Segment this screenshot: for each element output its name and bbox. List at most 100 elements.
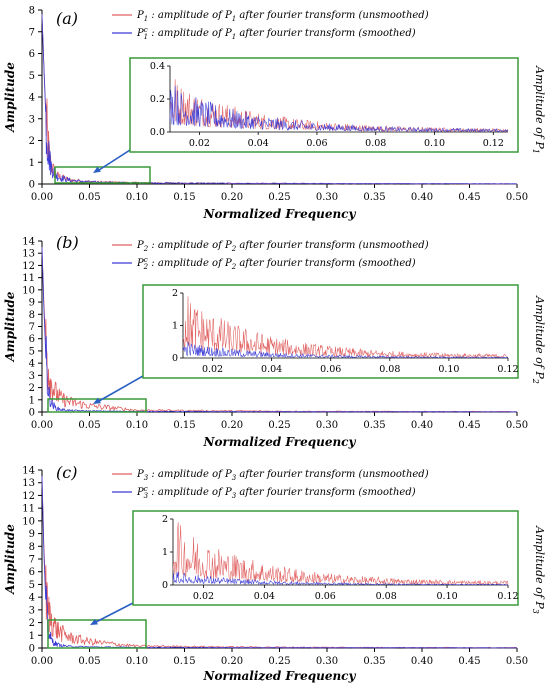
inset-x-tick-label: 0.10	[438, 364, 459, 375]
panel-a: 0.00 0.05 0.10 0.15 0.20 0.25 0.30 0.35 0.40 0.45…	[3, 6, 546, 222]
zoom-arrow	[98, 375, 144, 402]
y-tick-label: 4	[29, 593, 35, 604]
y-tick-label: 10	[22, 285, 35, 296]
inset-y-tick-label: 0	[162, 580, 168, 591]
legend-entry: Pc 3 : amplitude of P3 after fourier tran…	[136, 485, 416, 500]
series-line-smoothed	[41, 14, 518, 185]
y-axis-label: Amplitude	[3, 62, 17, 133]
inset-y-tick-label: 0	[172, 353, 178, 364]
side-label: Amplitude of P3	[531, 525, 546, 614]
legend-entry: P2 : amplitude of P2 after fourier trans…	[136, 240, 429, 253]
y-tick-label: 8	[29, 6, 35, 17]
x-axis-label: Normalized Frequency	[203, 207, 357, 221]
y-tick-label: 11	[22, 504, 35, 515]
y-tick-label: 5	[29, 580, 35, 591]
y-tick-label: 6	[29, 567, 35, 578]
y-tick-label: 0	[29, 408, 35, 419]
y-tick-label: 7	[29, 27, 35, 38]
legend-entry: Pc 1 : amplitude of P1 after fourier tran…	[136, 26, 416, 41]
inset-y-tick-label: 1	[172, 321, 178, 332]
x-tick-label: 0.00	[31, 656, 53, 667]
panel-letter: (c)	[56, 463, 77, 482]
y-tick-label: 6	[29, 334, 35, 345]
y-tick-label: 13	[22, 249, 35, 260]
x-tick-label: 0.35	[363, 192, 385, 203]
inset-x-tick-label: 0.12	[497, 364, 518, 375]
x-tick-label: 0.10	[126, 656, 148, 667]
inset-y-tick-label: 1	[162, 547, 168, 558]
x-tick-label: 0.30	[316, 420, 338, 431]
inset-x-tick-label: 0.08	[379, 364, 400, 375]
x-tick-label: 0.45	[458, 420, 480, 431]
y-tick-label: 3	[29, 114, 35, 125]
y-tick-label: 10	[22, 516, 35, 527]
inset-x-tick-label: 0.12	[497, 591, 518, 602]
x-tick-label: 0.25	[268, 192, 290, 203]
inset-x-tick-label: 0.06	[306, 138, 327, 149]
inset-x-tick-label: 0.12	[483, 138, 504, 149]
y-tick-label: 2	[29, 136, 35, 147]
series-group	[41, 247, 518, 413]
panel-c: 0.00 0.05 0.10 0.15 0.20 0.25 0.30 0.35 0.40 0.45…	[3, 463, 546, 683]
x-tick-label: 0.20	[221, 192, 243, 203]
side-label: Amplitude of P2	[531, 295, 546, 384]
x-tick-label: 0.00	[31, 420, 53, 431]
inset-x-tick-label: 0.08	[365, 138, 386, 149]
y-tick-label: 1	[29, 158, 35, 169]
series-line-smoothed	[41, 476, 518, 649]
inset-line-unsmoothed	[172, 522, 509, 586]
inset-x-tick-label: 0.06	[320, 364, 341, 375]
x-tick-label: 0.20	[221, 656, 243, 667]
series-group	[41, 476, 518, 649]
x-tick-label: 0.35	[363, 420, 385, 431]
y-tick-label: 1	[29, 395, 35, 406]
inset-y-tick-label: 2	[172, 288, 178, 299]
legend: P2 : amplitude of P2 after fourier trans…	[112, 240, 429, 271]
x-tick-label: 0.50	[506, 420, 528, 431]
x-tick-label: 0.15	[173, 192, 195, 203]
x-tick-label: 0.35	[363, 656, 385, 667]
zoom-arrowhead	[90, 618, 98, 625]
inset-x-tick-label: 0.10	[424, 138, 445, 149]
inset-x-tick-label: 0.10	[437, 591, 458, 602]
y-tick-label: 12	[22, 261, 35, 272]
y-tick-label: 14	[22, 237, 35, 248]
y-tick-label: 3	[29, 605, 35, 616]
y-tick-label: 5	[29, 346, 35, 357]
inset-x-tick-label: 0.02	[189, 138, 210, 149]
y-tick-label: 0	[29, 180, 35, 191]
x-tick-label: 0.50	[506, 192, 528, 203]
inset-line-unsmoothed	[169, 79, 509, 133]
x-tick-label: 0.50	[506, 656, 528, 667]
zoom-box	[54, 166, 151, 184]
y-axis-label: Amplitude	[3, 291, 17, 362]
inset-x-tick-label: 0.08	[376, 591, 397, 602]
inset-x-tick-label: 0.02	[202, 364, 223, 375]
y-tick-label: 1	[29, 631, 35, 642]
inset-x-tick-label: 0.06	[315, 591, 336, 602]
zoom-box	[47, 619, 147, 649]
inset-x-tick-label: 0.04	[254, 591, 275, 602]
y-tick-label: 7	[29, 555, 35, 566]
legend-entry: P3 : amplitude of P3 after fourier trans…	[136, 469, 429, 482]
x-tick-label: 0.40	[411, 420, 433, 431]
inset-x-tick-label: 0.04	[261, 364, 282, 375]
x-tick-label: 0.40	[411, 192, 433, 203]
y-tick-label: 2	[29, 618, 35, 629]
x-axis-label: Normalized Frequency	[203, 435, 357, 449]
inset-y-tick-label: 0.4	[150, 61, 165, 72]
legend: P3 : amplitude of P3 after fourier trans…	[112, 469, 429, 500]
zoom-arrowhead	[93, 166, 101, 173]
zoom-arrow	[98, 149, 131, 171]
panel-letter: (b)	[56, 233, 79, 252]
legend-entry: P1 : amplitude of P1 after fourier trans…	[136, 10, 429, 23]
legend-entry: Pc 2 : amplitude of P2 after fourier tran…	[136, 256, 416, 271]
x-tick-label: 0.30	[316, 656, 338, 667]
series-line-smoothed	[41, 247, 518, 413]
x-tick-label: 0.45	[458, 192, 480, 203]
y-axis-label: Amplitude	[3, 524, 17, 595]
inset: 0.02 0.04 0.06 0.08 0.10 0.12 0 1 2	[142, 284, 519, 379]
side-label: Amplitude of P1	[531, 65, 546, 154]
y-tick-label: 9	[29, 529, 35, 540]
inset-line-smoothed	[182, 341, 509, 359]
